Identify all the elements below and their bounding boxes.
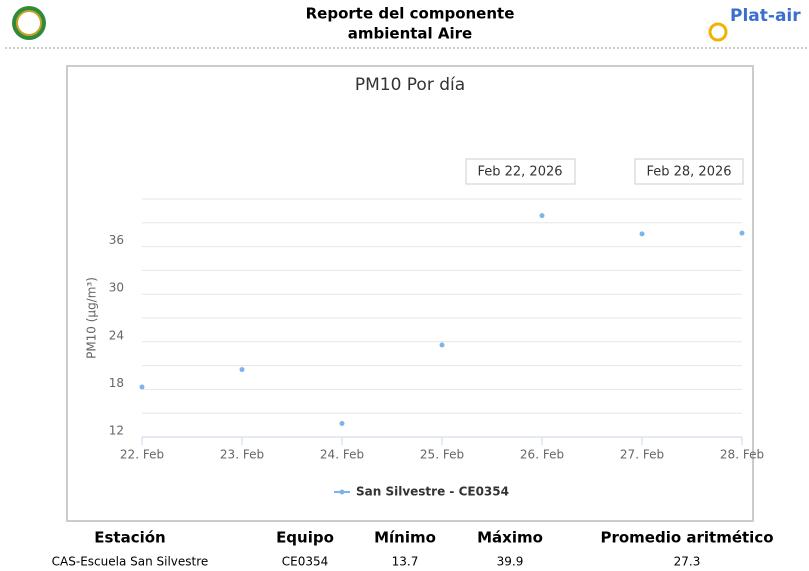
y-tick-label: 30 <box>109 281 124 295</box>
range-to[interactable] <box>634 158 744 185</box>
x-tick-label: 27. Feb <box>620 448 664 462</box>
table-header: Mínimo <box>374 529 436 547</box>
range-to-label: Feb 28, 2026 <box>646 165 731 180</box>
x-tick-label: 26. Feb <box>520 448 564 462</box>
logo-left-inner <box>16 10 42 36</box>
y-tick-label: 36 <box>109 233 124 247</box>
table-header: Estación <box>94 529 165 547</box>
y-tick-label: 12 <box>109 424 124 438</box>
y-tick-label: 18 <box>109 376 124 390</box>
table-header: Equipo <box>276 529 334 547</box>
brand: Plat-air <box>730 6 801 26</box>
header-title: ambiental Aire <box>348 25 472 43</box>
data-point <box>639 231 645 237</box>
data-point <box>139 384 145 390</box>
y-tick-label: 24 <box>109 328 124 342</box>
table-cell: 39.9 <box>497 555 524 569</box>
table-cell: CE0354 <box>282 555 329 569</box>
legend-dot <box>339 489 345 495</box>
data-point <box>339 421 345 427</box>
logo-right-icon <box>708 22 728 42</box>
chart-frame <box>66 65 754 522</box>
data-point <box>439 342 445 348</box>
data-point <box>239 367 245 373</box>
chart-title: PM10 Por día <box>355 75 465 95</box>
x-tick-label: 22. Feb <box>120 448 164 462</box>
table-cell: 27.3 <box>674 555 701 569</box>
data-point <box>739 230 745 236</box>
table-header: Máximo <box>477 529 543 547</box>
y-axis-label: PM10 (µg/m³) <box>85 277 99 359</box>
legend-label: San Silvestre - CE0354 <box>356 485 509 499</box>
data-point <box>539 213 545 219</box>
table-cell: CAS-Escuela San Silvestre <box>52 555 209 569</box>
range-from[interactable] <box>465 158 576 185</box>
header-title: Reporte del componente <box>306 5 515 23</box>
x-tick-label: 23. Feb <box>220 448 264 462</box>
table-header: Promedio aritmético <box>600 529 773 547</box>
x-tick-label: 28. Feb <box>720 448 764 462</box>
x-tick-label: 25. Feb <box>420 448 464 462</box>
x-tick-label: 24. Feb <box>320 448 364 462</box>
range-from-label: Feb 22, 2026 <box>477 165 562 180</box>
table-cell: 13.7 <box>392 555 419 569</box>
